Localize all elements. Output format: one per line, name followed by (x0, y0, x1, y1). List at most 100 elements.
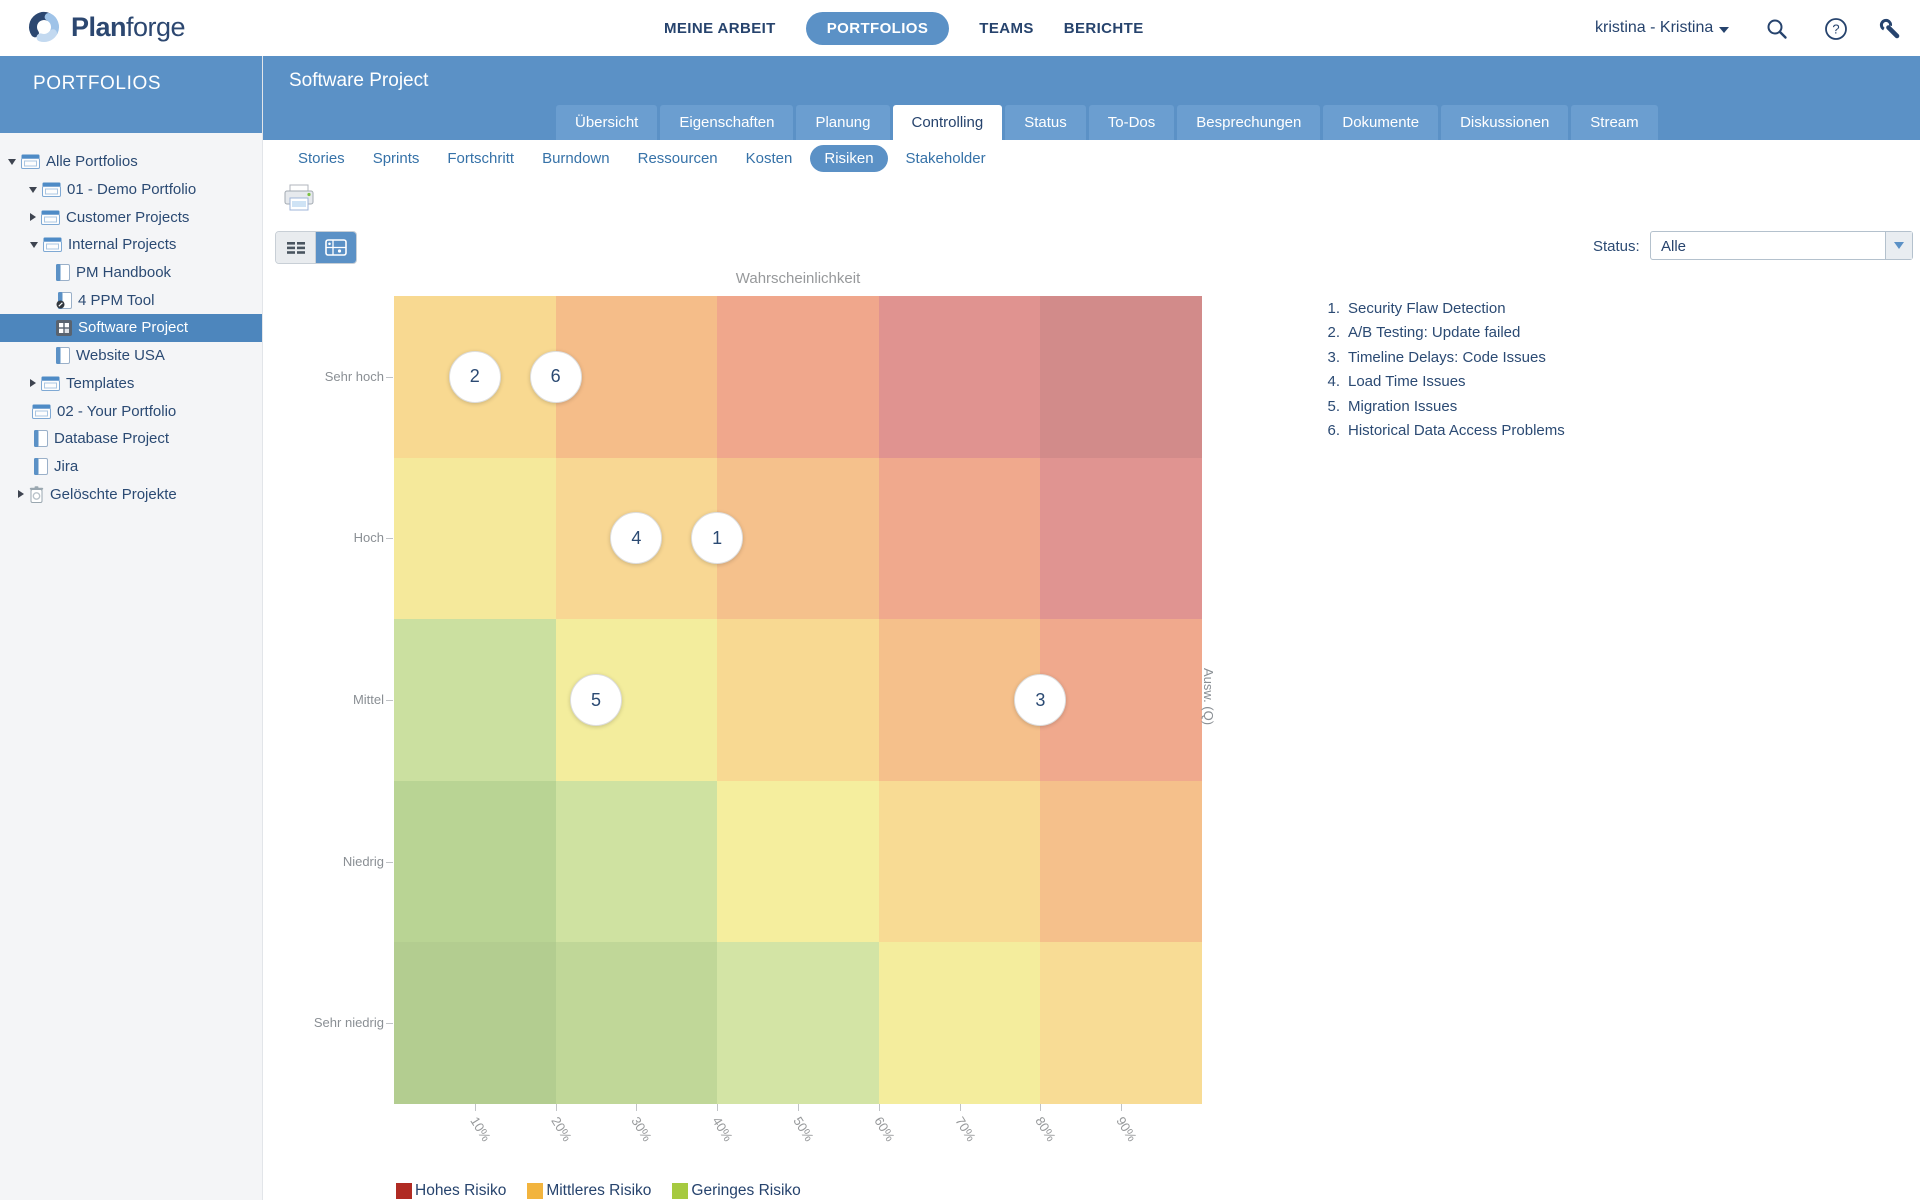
list-view-button[interactable] (276, 232, 316, 263)
x-axis-tick (555, 1104, 557, 1111)
legend-swatch (396, 1183, 412, 1199)
risk-point-6[interactable]: 6 (529, 350, 582, 403)
printer-icon (284, 184, 314, 211)
subtab-ressourcen[interactable]: Ressourcen (637, 149, 718, 167)
tree-item-label: Internal Projects (68, 236, 177, 254)
tree-item-02-your-portfolio[interactable]: 02 - Your Portfolio (0, 397, 262, 425)
chevron-down-icon (1719, 26, 1730, 33)
tab-dokumente[interactable]: Dokumente (1323, 105, 1439, 140)
tree-item-label: Database Project (54, 430, 170, 448)
collapse-icon[interactable] (29, 186, 37, 193)
subtab-stakeholder[interactable]: Stakeholder (905, 149, 986, 167)
tab-eigenschaften[interactable]: Eigenschaften (660, 105, 794, 140)
legend-label: Mittleres Risiko (546, 1182, 652, 1199)
collapse-icon[interactable] (8, 158, 16, 165)
tab-planung[interactable]: Planung (796, 105, 890, 140)
nav-item-berichte[interactable]: BERICHTE (1063, 19, 1144, 37)
x-axis-tick (636, 1104, 638, 1111)
folder-icon (32, 404, 51, 419)
tab-besprechungen[interactable]: Besprechungen (1177, 105, 1321, 140)
tree-item-software-project[interactable]: Software Project (0, 314, 262, 342)
subtab-risiken[interactable]: Risiken (810, 144, 888, 172)
y-axis-tick (386, 538, 393, 540)
folder-icon (41, 210, 60, 225)
tree-item-website-usa[interactable]: Website USA (0, 342, 262, 370)
help-icon[interactable]: ? (1824, 17, 1848, 41)
tab-status[interactable]: Status (1005, 105, 1086, 140)
collapse-icon[interactable] (30, 241, 38, 248)
y-axis-tick (386, 861, 393, 863)
project-icon (56, 264, 70, 282)
expand-icon[interactable] (30, 213, 36, 222)
matrix-view-button[interactable] (316, 232, 356, 263)
legend-item-geringes-risiko: Geringes Risiko (672, 1182, 801, 1200)
print-button[interactable] (283, 184, 317, 214)
risk-list-item-1[interactable]: 1. Security Flaw Detection (1318, 297, 1565, 321)
expand-icon[interactable] (18, 490, 24, 499)
matrix-cell (717, 296, 879, 458)
status-select-arrow[interactable] (1885, 232, 1912, 259)
tree-item-label: Templates (66, 374, 135, 392)
project-edit-icon (56, 291, 72, 309)
subtab-kosten[interactable]: Kosten (745, 149, 793, 167)
risk-point-3[interactable]: 3 (1014, 674, 1067, 726)
risk-list-item-2[interactable]: 2. A/B Testing: Update failed (1318, 321, 1565, 345)
tree-item-customer-projects[interactable]: Customer Projects (0, 203, 262, 231)
subtab-fortschritt[interactable]: Fortschritt (447, 149, 515, 167)
x-axis-tick (717, 1104, 719, 1111)
risk-point-4[interactable]: 4 (610, 512, 663, 565)
x-axis-label: 20% (547, 1114, 575, 1145)
x-axis-label: 50% (790, 1114, 817, 1145)
tree-item-jira[interactable]: Jira (0, 453, 262, 481)
nav-item-meine-arbeit[interactable]: MEINE ARBEIT (664, 19, 776, 37)
expand-icon[interactable] (30, 379, 36, 388)
risk-list-item-3[interactable]: 3. Timeline Delays: Code Issues (1318, 346, 1565, 370)
subtab-sprints[interactable]: Sprints (372, 149, 420, 167)
tree-item-label: 02 - Your Portfolio (57, 402, 177, 420)
legend-item-hohes-risiko: Hohes Risiko (396, 1182, 506, 1200)
risk-list-item-6[interactable]: 6. Historical Data Access Problems (1318, 419, 1564, 443)
risk-point-5[interactable]: 5 (570, 674, 622, 726)
tree-item-4-ppm-tool[interactable]: 4 PPM Tool (0, 286, 262, 314)
tree-item-alle-portfolios[interactable]: Alle Portfolios (0, 148, 262, 176)
risk-list-item-4[interactable]: 4. Load Time Issues (1318, 370, 1565, 394)
risk-point-2[interactable]: 2 (448, 350, 501, 403)
tab-stream[interactable]: Stream (1571, 105, 1658, 140)
status-select[interactable]: Alle (1650, 231, 1913, 260)
legend-label: Geringes Risiko (691, 1182, 801, 1199)
x-axis-tick (1040, 1104, 1042, 1111)
x-axis-tick (878, 1104, 880, 1111)
nav-item-portfolios[interactable]: PORTFOLIOS (805, 11, 950, 45)
tools-icon[interactable] (1878, 17, 1902, 41)
x-axis-label: 40% (709, 1114, 736, 1145)
right-axis-label: Ausw. (Q) (1201, 668, 1216, 726)
tree-item-database-project[interactable]: Database Project (0, 425, 262, 453)
legend: Hohes Risiko Mittleres Risiko Geringes Ris… (396, 1182, 801, 1200)
top-bar: Planforge MEINE ARBEIT PORTFOLIOS TEAMS BER… (0, 0, 1920, 56)
risk-list-item-5[interactable]: 5. Migration Issues (1318, 395, 1565, 419)
folder-icon (21, 154, 40, 170)
tree-item-01-demo-portfolio[interactable]: 01 - Demo Portfolio (0, 176, 262, 204)
y-axis-tick (386, 376, 393, 378)
y-axis-tick (386, 1023, 393, 1025)
tree-item-pm-handbook[interactable]: PM Handbook (0, 259, 262, 287)
matrix-cell (555, 296, 718, 458)
tab-übersicht[interactable]: Übersicht (556, 105, 658, 140)
nav-item-teams[interactable]: TEAMS (979, 19, 1034, 37)
tree-item-templates[interactable]: Templates (0, 370, 262, 398)
tree-item-label: Alle Portfolios (46, 153, 138, 171)
planforge-logo[interactable]: Planforge (26, 9, 186, 45)
search-icon[interactable] (1765, 17, 1789, 41)
tab-controlling[interactable]: Controlling (892, 105, 1003, 140)
y-axis-label: Hoch (353, 530, 384, 546)
tree-item-gelöschte-projekte[interactable]: Gelöschte Projekte (0, 480, 262, 508)
tab-diskussionen[interactable]: Diskussionen (1441, 105, 1569, 140)
subtab-stories[interactable]: Stories (298, 149, 345, 167)
subtab-burndown[interactable]: Burndown (542, 149, 610, 167)
tab-to-dos[interactable]: To-Dos (1088, 105, 1175, 140)
matrix-cell (878, 457, 1041, 620)
tree-item-internal-projects[interactable]: Internal Projects (0, 231, 262, 259)
risk-point-1[interactable]: 1 (691, 512, 744, 565)
user-menu[interactable]: kristina - Kristina (1595, 0, 1730, 56)
tree-item-label: 01 - Demo Portfolio (67, 181, 197, 199)
